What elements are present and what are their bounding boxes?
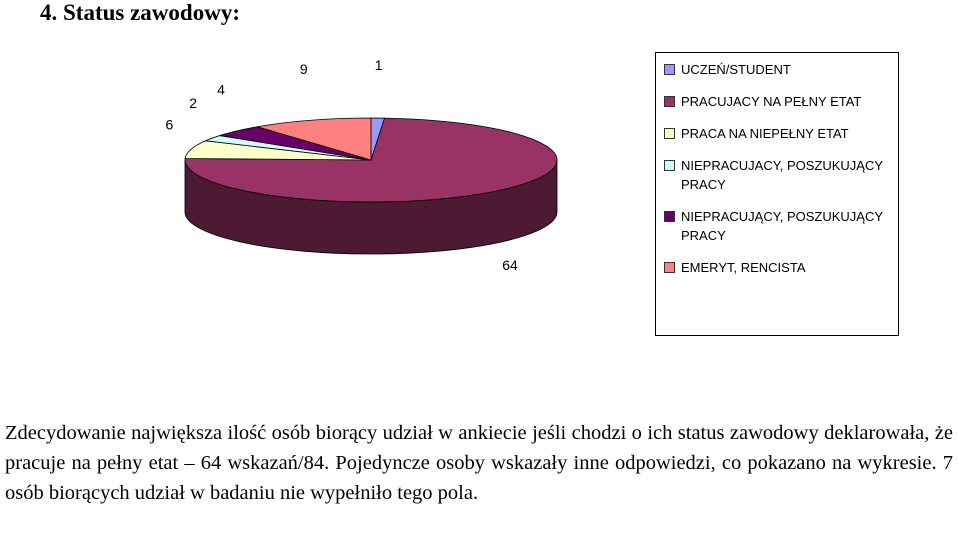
legend-swatch [664,160,675,171]
legend-item: UCZEŃ/STUDENT [664,60,898,79]
legend-label: PRACA NA NIEPEŁNY ETAT [681,126,849,141]
data-label: 6 [166,117,174,133]
data-label: 4 [217,81,225,97]
data-label: 1 [375,57,383,73]
legend-item: EMERYT, RENCISTA [664,258,898,277]
legend-label: UCZEŃ/STUDENT [681,62,791,77]
heading: 4. Status zawodowy: [40,0,240,25]
legend-label: NIEPRACUJACY, POSZUKUJĄCY PRACY [681,158,883,192]
legend-swatch [664,262,675,273]
data-label: 2 [189,95,197,111]
legend-item: PRACUJACY NA PEŁNY ETAT [664,92,898,111]
legend-label: NIEPRACUJĄCY, POSZUKUJĄCY PRACY [681,209,883,243]
legend-swatch [664,96,675,107]
paragraph: Zdecydowanie największa ilość osób biorą… [5,422,953,504]
data-label: 9 [300,61,308,77]
legend-label: PRACUJACY NA PEŁNY ETAT [681,94,862,109]
legend-item: PRACA NA NIEPEŁNY ETAT [664,124,898,143]
legend-swatch [664,211,675,222]
legend-item: NIEPRACUJĄCY, POSZUKUJĄCY PRACY [664,207,898,245]
legend-label: EMERYT, RENCISTA [681,260,806,275]
legend-swatch [664,128,675,139]
legend: UCZEŃ/STUDENT PRACUJACY NA PEŁNY ETAT PRAC… [655,52,899,336]
data-label: 64 [502,257,518,273]
slice [257,117,372,161]
legend-swatch [664,64,675,75]
legend-item: NIEPRACUJACY, POSZUKUJĄCY PRACY [664,156,898,194]
chart: 1 64 62 4 9 [166,57,558,273]
